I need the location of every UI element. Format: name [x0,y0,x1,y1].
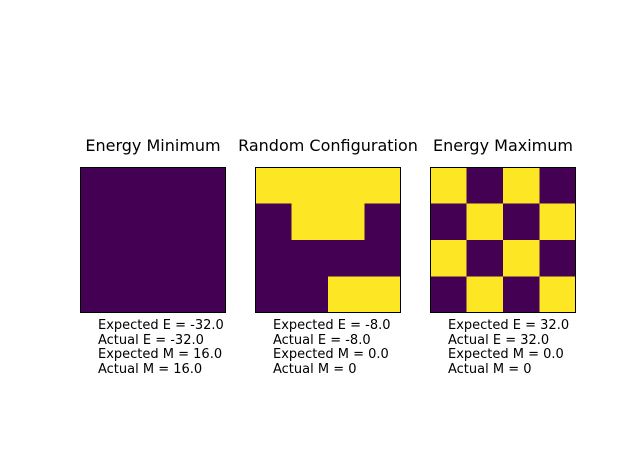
expected-energy-label: Expected E = 32.0 [448,318,570,333]
grid-cell [80,240,117,277]
grid-cell [116,276,154,313]
expected-magnetization-label: Expected M = 0.0 [448,347,564,362]
panel-title: Energy Maximum [433,136,573,155]
actual-energy-label: Actual E = 32.0 [448,332,550,348]
grid-cell [328,276,365,313]
actual-energy-label: Actual E = -8.0 [273,332,371,348]
axes-frame [80,167,226,313]
grid-cell [430,276,467,313]
panel-title: Energy Minimum [85,136,221,155]
grid-cell [255,240,292,277]
grid-cell [255,167,292,204]
grid-cell [539,240,576,277]
grid-cell [503,276,540,313]
grid-cell [153,240,190,277]
grid-cell [189,276,226,313]
grid-cell [503,240,540,277]
grid-cell [189,167,226,204]
actual-magnetization-label: Actual M = 16.0 [98,361,203,377]
actual-energy-label: Actual E = -32.0 [98,332,204,348]
grid-cell [328,203,365,241]
spin-grid [430,167,576,313]
grid-cell [80,167,117,204]
grid-cell [291,203,329,241]
spin-grid [255,167,401,313]
expected-magnetization-label: Expected M = 16.0 [98,347,223,362]
grid-cell [503,167,540,204]
grid-cell [466,276,504,313]
grid-cell [328,167,365,204]
grid-cell [153,203,190,241]
axes-frame [430,167,576,313]
panel-title: Random Configuration [238,136,418,155]
grid-cell [80,203,117,241]
grid-cell [291,167,329,204]
grid-cell [539,276,576,313]
grid-cell [430,167,467,204]
actual-magnetization-label: Actual M = 0 [273,361,357,377]
grid-cell [466,167,504,204]
expected-energy-label: Expected E = -32.0 [98,318,224,333]
grid-cell [539,203,576,241]
stats-block: Expected E = -32.0 Actual E = -32.0 Expe… [98,318,278,377]
grid-cell [466,240,504,277]
axes-frame [255,167,401,313]
grid-cell [189,240,226,277]
grid-cell [189,203,226,241]
grid-cell [153,167,190,204]
grid-cell [291,240,329,277]
grid-cell [153,276,190,313]
stats-block: Expected E = 32.0 Actual E = 32.0 Expect… [448,318,628,377]
grid-cell [116,240,154,277]
grid-cell [80,276,117,313]
grid-cell [255,203,292,241]
grid-cell [466,203,504,241]
grid-cell [116,203,154,241]
grid-cell [539,167,576,204]
grid-cell [364,167,401,204]
grid-cell [503,203,540,241]
grid-cell [328,240,365,277]
expected-energy-label: Expected E = -8.0 [273,318,391,333]
grid-cell [116,167,154,204]
spin-grid [80,167,226,313]
grid-cell [291,276,329,313]
grid-cell [364,203,401,241]
grid-cell [430,203,467,241]
grid-cell [364,276,401,313]
grid-cell [364,240,401,277]
actual-magnetization-label: Actual M = 0 [448,361,532,377]
expected-magnetization-label: Expected M = 0.0 [273,347,389,362]
grid-cell [255,276,292,313]
grid-cell [430,240,467,277]
stats-block: Expected E = -8.0 Actual E = -8.0 Expect… [273,318,453,377]
